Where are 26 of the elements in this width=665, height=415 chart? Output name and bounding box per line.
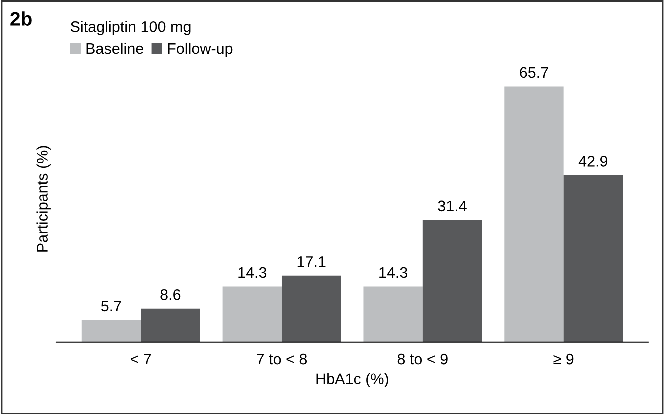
bar: [564, 175, 624, 342]
data-label: 31.4: [438, 200, 467, 212]
data-label: 14.3: [238, 267, 267, 278]
bar: [504, 86, 564, 342]
bar: [364, 286, 423, 342]
data-label: 5.7: [101, 300, 122, 312]
legend-label: Follow-up: [168, 42, 233, 58]
bar: [422, 220, 482, 342]
x-tick-label: ≥ 9: [554, 354, 574, 365]
y-axis-title: Participants (%): [36, 146, 51, 252]
bar: [222, 286, 282, 342]
x-tick-label: 7 to < 8: [257, 354, 308, 365]
data-label: 17.1: [298, 256, 326, 268]
bar: [82, 320, 142, 342]
data-label: 8.6: [160, 290, 181, 300]
bar: [282, 276, 342, 342]
x-axis-title: HbA1c (%): [316, 373, 388, 388]
x-tick-label: 8 to < 9: [398, 354, 448, 365]
legend-title: Sitagliptin 100 mg: [70, 21, 191, 36]
bar: [141, 308, 200, 342]
data-label: 42.9: [578, 156, 608, 167]
text: 2b: [10, 12, 32, 26]
data-label: 14.3: [380, 267, 408, 278]
x-tick-label: < 7: [131, 354, 152, 365]
data-label: 65.7: [520, 67, 548, 78]
legend-label: Baseline: [86, 42, 144, 54]
